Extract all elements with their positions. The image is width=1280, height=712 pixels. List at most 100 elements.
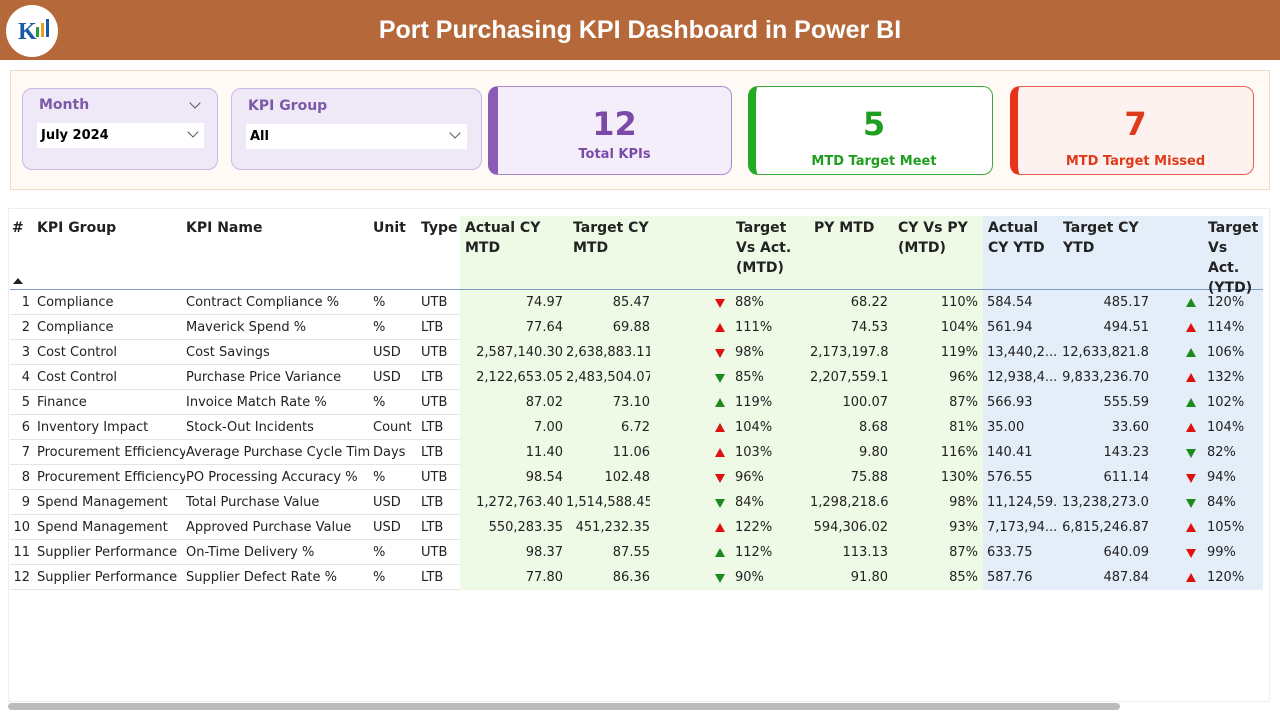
table-cell: 87.55 [612, 545, 650, 560]
table-cell: 2 [21, 320, 30, 335]
header-rule [10, 289, 1263, 290]
table-cell: 77.80 [525, 570, 563, 585]
column-header: PY MTD [814, 220, 875, 236]
table-cell: % [373, 545, 386, 560]
dropdown[interactable]: All [246, 124, 467, 149]
status-arrow [715, 323, 725, 332]
scrollbar[interactable] [8, 703, 1120, 710]
table-cell: 102.48 [604, 470, 651, 485]
column-header: Actual CY MTD [465, 220, 541, 256]
table-cell: LTB [421, 420, 444, 435]
status-arrow [1186, 499, 1196, 508]
table-cell: 550,283.35 [488, 520, 563, 535]
table-cell: Compliance [37, 295, 114, 310]
table-cell: Cost Control [37, 345, 118, 360]
sort-indicator[interactable] [13, 278, 23, 284]
table-cell: 5 [21, 395, 30, 410]
table-cell: Supplier Performance [37, 570, 178, 585]
row-separator [10, 439, 460, 440]
table-cell: 84% [735, 495, 764, 510]
table-cell: % [373, 470, 386, 485]
filter-label: KPI Group [248, 98, 328, 114]
table-cell: UTB [421, 545, 448, 560]
table-cell: 2,638,883.11 [566, 345, 650, 360]
table-cell: 143.23 [1103, 445, 1150, 460]
table-cell: 12,938,4... [987, 370, 1057, 385]
table-cell: 487.84 [1103, 570, 1150, 585]
table-cell: % [373, 570, 386, 585]
status-arrow [715, 474, 725, 483]
table-cell: Cost Control [37, 370, 118, 385]
table-cell: Invoice Match Rate % [186, 395, 327, 410]
table-cell: Spend Management [37, 520, 168, 535]
card-value: 5 [862, 105, 886, 143]
table-cell: 110% [940, 295, 978, 310]
table-cell: 2,173,197.85 [810, 345, 888, 360]
table-cell: 11,124,59... [987, 495, 1057, 510]
table-cell: LTB [421, 370, 444, 385]
table-cell: Approved Purchase Value [186, 520, 352, 535]
table-cell: 87% [949, 545, 978, 560]
table-cell: 12 [13, 570, 30, 585]
table-cell: Cost Savings [186, 345, 270, 360]
kpi-group-filter[interactable]: KPI Group All [231, 88, 482, 170]
table-cell: 140.41 [987, 445, 1033, 460]
column-header: CY Vs PY (MTD) [898, 220, 968, 256]
filter-label: Month [39, 97, 90, 113]
table-cell: % [373, 395, 386, 410]
table-cell: 74.97 [525, 295, 563, 310]
table-cell: 73.10 [612, 395, 650, 410]
table-cell: 2,483,504.07 [566, 370, 650, 385]
table-cell: UTB [421, 345, 448, 360]
table-cell: 9 [21, 495, 30, 510]
table-cell: 130% [940, 470, 978, 485]
table-cell: Contract Compliance % [186, 295, 340, 310]
table-cell: 84% [1207, 495, 1236, 510]
table-cell: 102% [1207, 395, 1245, 410]
table-cell: 85% [735, 370, 764, 385]
table-cell: Stock-Out Incidents [186, 420, 314, 435]
table-cell: 94% [1207, 470, 1236, 485]
table-cell: 13,440,2... [987, 345, 1057, 360]
table-cell: 100.07 [842, 395, 889, 410]
table-cell: 9,833,236.70 [1062, 370, 1149, 385]
table-cell: LTB [421, 520, 444, 535]
table-cell: USD [373, 370, 401, 385]
kpi-card: 12 Total KPIs [488, 86, 732, 175]
column-header: # [12, 220, 24, 236]
status-arrow [1186, 323, 1196, 332]
table-cell: USD [373, 495, 401, 510]
table-cell: 611.14 [1103, 470, 1150, 485]
table-cell: 451,232.35 [575, 520, 650, 535]
title: Port Purchasing KPI Dashboard in Power B… [378, 16, 902, 44]
table-cell: 98.37 [525, 545, 563, 560]
status-arrow [1186, 523, 1196, 532]
table-cell: Supplier Defect Rate % [186, 570, 337, 585]
table-cell: 35.00 [987, 420, 1025, 435]
table-cell: Maverick Spend % [186, 320, 307, 335]
status-arrow [715, 574, 725, 583]
table-cell: 3 [21, 345, 30, 360]
table-cell: Procurement Efficiency [37, 445, 185, 460]
column-header: Target Vs Act. (MTD) [736, 220, 792, 276]
table-cell: 69.88 [612, 320, 650, 335]
card-label: Total KPIs [578, 147, 651, 162]
table-cell: 494.51 [1103, 320, 1150, 335]
table-cell: 81% [949, 420, 978, 435]
month-filter[interactable]: Month July 2024 [22, 88, 218, 170]
ytd-band [983, 216, 1263, 590]
table-cell: Days [373, 445, 406, 460]
table-cell: 132% [1207, 370, 1245, 385]
table-cell: 85.47 [612, 295, 650, 310]
table-cell: 90% [735, 570, 764, 585]
status-arrow [715, 499, 725, 508]
dropdown[interactable]: July 2024 [37, 123, 204, 148]
chevron [189, 97, 201, 109]
table-cell: 584.54 [987, 295, 1033, 310]
table-cell: 8 [21, 470, 30, 485]
row-separator [10, 364, 460, 365]
card-label: MTD Target Missed [1065, 154, 1206, 169]
table-cell: 587.76 [987, 570, 1033, 585]
table-cell: 91.80 [850, 570, 888, 585]
row-separator [10, 564, 460, 565]
